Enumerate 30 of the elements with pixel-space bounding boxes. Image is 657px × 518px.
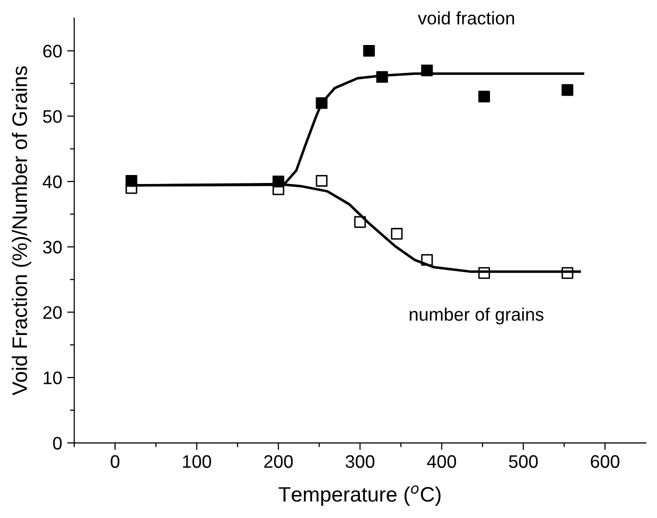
x-tick-label: 100 bbox=[183, 455, 212, 468]
y-tick-label: 30 bbox=[43, 240, 62, 254]
y-axis-title: Void Fraction (%)/Number of Grains bbox=[12, 66, 32, 396]
point bbox=[478, 267, 490, 279]
y-tick-label: 60 bbox=[43, 44, 62, 58]
y-tick-label: 50 bbox=[43, 110, 62, 123]
x-tick-label: 400 bbox=[427, 455, 456, 468]
y-tick-label: 10 bbox=[44, 371, 62, 384]
y-tick-label: 40 bbox=[42, 175, 62, 188]
point bbox=[390, 228, 403, 240]
point bbox=[354, 216, 366, 228]
point bbox=[376, 71, 388, 83]
y-tick-label: 0 bbox=[53, 436, 62, 450]
x-tick-label: 200 bbox=[264, 455, 293, 468]
annotation: number of grains bbox=[410, 308, 544, 324]
x-axis-title: Temperature ($^{o}$C) bbox=[278, 485, 441, 506]
point bbox=[421, 64, 433, 76]
x-tick-label: 300 bbox=[346, 455, 374, 468]
annotation: void fraction bbox=[418, 11, 514, 25]
point bbox=[316, 97, 328, 109]
point bbox=[421, 254, 433, 266]
point bbox=[562, 267, 574, 279]
point bbox=[363, 44, 375, 57]
point bbox=[562, 84, 574, 96]
x-tick-label: 500 bbox=[509, 455, 538, 468]
x-tick-label: 600 bbox=[590, 455, 620, 468]
y-tick-label: 20 bbox=[43, 306, 62, 319]
x-tick-label: 0 bbox=[110, 455, 120, 468]
point bbox=[316, 175, 328, 187]
point bbox=[478, 90, 490, 102]
